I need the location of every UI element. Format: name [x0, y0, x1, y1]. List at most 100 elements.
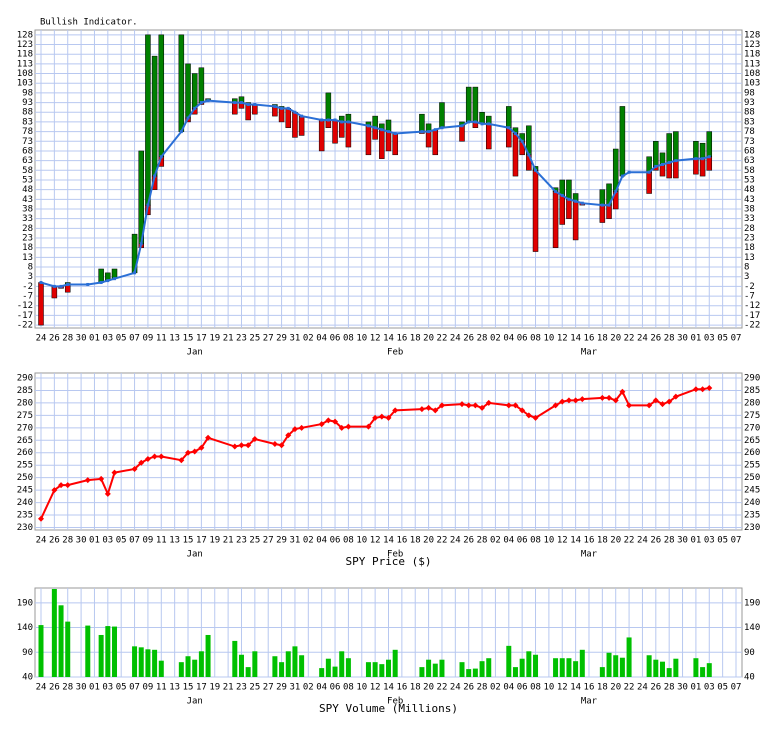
up-bar	[706, 131, 713, 157]
price-point	[84, 477, 91, 484]
volume-bar	[619, 657, 625, 677]
volume-bar	[112, 626, 118, 677]
up-bar	[185, 63, 191, 119]
month-label: Mar	[581, 550, 598, 560]
volume-bar	[252, 651, 258, 677]
price-point	[425, 404, 432, 411]
price-point	[251, 436, 258, 443]
x-tick-label: 20	[423, 683, 434, 693]
up-bar	[191, 73, 198, 109]
y-tick-label: 123	[17, 40, 33, 50]
price-point	[606, 394, 613, 401]
indicator-point	[660, 162, 664, 166]
volume-bar	[152, 649, 158, 677]
indicator-point	[527, 153, 531, 157]
x-tick-label: 28	[664, 536, 675, 546]
x-tick-label: 02	[303, 536, 314, 546]
x-tick-label: 03	[704, 536, 715, 546]
volume-bar	[325, 658, 331, 677]
indicator-point	[620, 174, 624, 178]
y-tick-label: 103	[744, 79, 760, 89]
indicator-point	[179, 130, 183, 134]
price-point	[485, 399, 492, 406]
price-point	[525, 412, 532, 419]
x-tick-label: 26	[49, 683, 60, 693]
y-tick-label: 265	[744, 436, 760, 446]
indicator-point	[580, 201, 584, 205]
y-tick-label: 128	[744, 30, 760, 40]
x-tick-label: 16	[584, 334, 595, 344]
y-tick-label: 240	[17, 498, 33, 508]
x-tick-label: 28	[664, 683, 675, 693]
volume-bar	[613, 655, 619, 677]
price-point	[532, 414, 539, 421]
x-tick-label: 18	[597, 334, 608, 344]
x-tick-label: 15	[183, 334, 194, 344]
price-point	[372, 414, 379, 421]
x-tick-label: 31	[290, 536, 301, 546]
up-bar	[465, 86, 472, 123]
indicator-point	[707, 155, 711, 159]
x-tick-label: 24	[450, 683, 461, 693]
x-tick-label: 18	[410, 683, 421, 693]
y-tick-label: 83	[744, 117, 755, 127]
y-tick-label: -17	[744, 311, 760, 321]
x-tick-label: 03	[704, 334, 715, 344]
volume-bar	[472, 668, 478, 677]
x-tick-label: 26	[650, 683, 661, 693]
price-point	[385, 414, 392, 421]
down-bar	[666, 162, 672, 179]
y-tick-label: 73	[744, 137, 755, 147]
y-tick-label: 58	[22, 166, 33, 176]
price-point	[465, 402, 472, 409]
volume-bar	[185, 656, 191, 677]
x-tick-label: 28	[664, 334, 675, 344]
x-tick-label: 08	[343, 334, 354, 344]
indicator-point	[199, 101, 203, 105]
x-tick-label: 26	[650, 536, 661, 546]
y-tick-label: 93	[22, 98, 33, 108]
volume-bar	[606, 652, 612, 677]
x-tick-label: 07	[731, 536, 742, 546]
indicator-point	[667, 161, 671, 165]
y-tick-label: 245	[744, 486, 760, 496]
month-label: Jan	[187, 348, 203, 358]
indicator-point	[320, 118, 324, 122]
x-tick-label: 10	[543, 334, 554, 344]
month-label: Feb	[387, 550, 403, 560]
x-tick-label: 24	[36, 334, 47, 344]
x-tick-label: 04	[503, 536, 514, 546]
x-tick-label: 07	[129, 536, 140, 546]
price-point	[565, 397, 572, 404]
x-tick-label: 27	[263, 334, 274, 344]
indicator-point	[52, 284, 56, 288]
up-bar	[178, 34, 185, 132]
indicator-point	[139, 242, 143, 246]
x-tick-label: 21	[223, 334, 234, 344]
y-tick-label: 33	[744, 214, 755, 224]
x-tick-label: 05	[717, 683, 728, 693]
price-point	[51, 487, 58, 494]
up-bar	[198, 67, 205, 103]
price-point	[245, 442, 252, 449]
price-point	[626, 402, 633, 409]
volume-bar	[85, 625, 91, 677]
indicator-point	[513, 132, 517, 136]
down-bar	[345, 121, 352, 148]
up-bar	[419, 113, 425, 132]
indicator-point	[159, 155, 163, 159]
down-bar	[599, 204, 606, 223]
price-point	[572, 397, 579, 404]
price-point	[579, 396, 586, 403]
x-tick-label: 08	[530, 683, 541, 693]
volume-bar	[566, 658, 572, 677]
down-bar	[298, 115, 305, 136]
y-tick-label: 250	[17, 473, 33, 483]
up-bar	[653, 141, 659, 167]
x-tick-label: 03	[102, 334, 113, 344]
y-tick-label: 275	[17, 411, 33, 421]
up-bar	[151, 55, 158, 177]
month-label: Jan	[187, 697, 203, 707]
price-point	[238, 442, 245, 449]
down-bar	[245, 104, 251, 121]
